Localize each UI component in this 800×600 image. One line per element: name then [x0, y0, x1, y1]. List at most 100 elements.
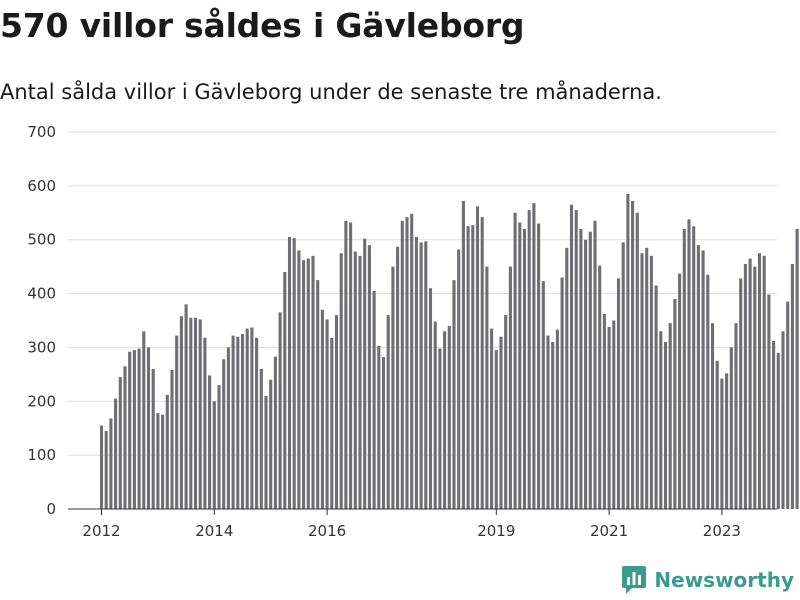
y-tick-label: 400	[27, 285, 56, 303]
bar	[193, 317, 198, 509]
bar	[339, 253, 343, 509]
bar	[475, 206, 480, 509]
bar	[161, 414, 165, 509]
bar	[203, 337, 207, 509]
bar	[739, 278, 743, 509]
y-tick-label: 200	[27, 392, 56, 410]
bar	[593, 220, 597, 510]
bar	[457, 249, 461, 509]
bar	[715, 360, 719, 509]
x-tick-label: 2012	[82, 522, 120, 540]
bar	[748, 258, 752, 509]
bar	[142, 331, 146, 509]
bar	[701, 250, 705, 510]
bar	[424, 241, 428, 509]
bar	[443, 331, 447, 509]
bar	[283, 272, 287, 509]
bar	[245, 328, 249, 509]
bar	[428, 288, 433, 509]
bars	[99, 193, 799, 510]
bar	[729, 347, 733, 509]
bar	[231, 335, 235, 509]
bar	[156, 413, 160, 509]
bar	[668, 323, 672, 509]
bar	[607, 326, 611, 509]
bar	[574, 210, 578, 509]
bar	[400, 220, 404, 510]
y-tick-label: 100	[27, 446, 56, 464]
bar	[584, 239, 588, 509]
bar	[447, 325, 451, 509]
bar	[208, 375, 212, 509]
bar	[631, 200, 635, 509]
bar	[344, 220, 348, 510]
bar	[151, 368, 155, 509]
y-tick-label: 500	[27, 231, 56, 249]
bar	[128, 351, 132, 509]
bar	[316, 280, 320, 509]
bar	[762, 255, 766, 509]
bar	[466, 226, 470, 509]
bar	[640, 253, 644, 509]
bar	[508, 266, 512, 509]
bar	[546, 335, 550, 509]
bar	[311, 255, 315, 509]
bar	[663, 342, 668, 509]
bar	[616, 278, 621, 509]
bar	[654, 285, 658, 509]
bar	[673, 298, 677, 509]
bar	[292, 238, 296, 509]
bar	[645, 247, 649, 510]
x-tick-label: 2023	[703, 522, 741, 540]
bar	[786, 301, 790, 509]
bar	[461, 200, 465, 509]
bar	[405, 217, 409, 509]
bar	[569, 204, 574, 509]
bar	[551, 342, 555, 509]
labels: 0 100 200 300 400 500 600 700 2012 2014 2016 2019 20…	[27, 123, 741, 540]
y-tick-label: 0	[46, 500, 56, 518]
bar	[302, 260, 306, 509]
bar	[170, 370, 174, 509]
chart-title: 570 villor såldes i Gävleborg	[0, 6, 525, 45]
axes	[68, 508, 777, 515]
bar	[386, 315, 390, 509]
chart-subtitle: Antal sålda villor i Gävleborg under de …	[0, 80, 662, 104]
bar	[687, 219, 691, 509]
bar	[772, 340, 776, 509]
bar	[222, 359, 226, 509]
bar	[626, 193, 630, 509]
bar	[240, 333, 245, 509]
bar	[349, 222, 353, 510]
bar	[753, 266, 757, 509]
bar	[541, 281, 545, 509]
bar	[579, 228, 583, 509]
bar	[649, 255, 653, 509]
bar	[588, 231, 592, 509]
bar	[757, 253, 762, 509]
bar	[179, 316, 183, 509]
x-tick-label: 2019	[477, 522, 515, 540]
bar	[109, 418, 113, 509]
bar	[414, 237, 418, 509]
bar	[189, 317, 193, 509]
bar	[132, 350, 136, 509]
brand-logo: Newsworthy	[622, 566, 794, 594]
bar	[692, 226, 696, 509]
bar	[198, 319, 202, 509]
bar	[767, 294, 771, 509]
bar	[710, 323, 715, 509]
bar	[99, 425, 104, 509]
x-tick-label: 2016	[308, 522, 346, 540]
bar	[358, 255, 362, 509]
bar	[621, 242, 625, 509]
bar	[236, 336, 240, 509]
bar	[255, 337, 259, 509]
bar	[790, 263, 794, 509]
bar	[781, 331, 785, 509]
bar	[273, 356, 277, 509]
bar	[118, 377, 122, 509]
bar	[334, 315, 339, 509]
bar	[602, 314, 606, 509]
